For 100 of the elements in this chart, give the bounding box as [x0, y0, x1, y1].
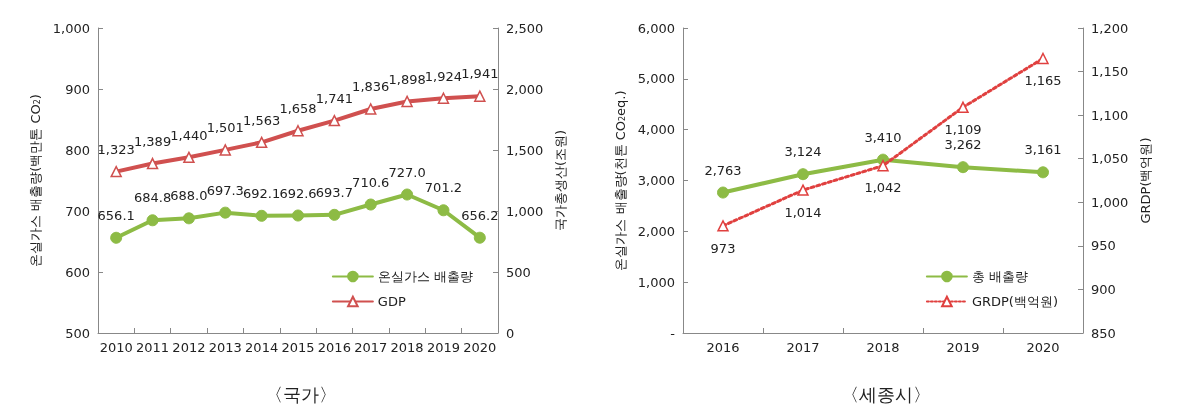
y2-tick-label: 500: [506, 264, 531, 280]
y2-tick-label: 1,100: [1091, 107, 1129, 123]
data-label: 2,763: [704, 162, 742, 178]
y2-tick-label: 950: [1091, 238, 1116, 254]
legend-label: GRDP(백억원): [971, 294, 1059, 309]
data-label: 727.0: [388, 164, 426, 180]
y2-tick-label: 2,500: [506, 20, 544, 36]
data-label: 656.1: [97, 207, 135, 223]
y-tick-label: 900: [65, 81, 90, 97]
x-tick-label: 2012: [172, 340, 206, 355]
data-label: 1,898: [388, 71, 426, 87]
y2-tick-label: 1,000: [1091, 194, 1129, 210]
data-label: 1,440: [170, 127, 208, 143]
data-label: 692.1: [243, 185, 281, 201]
point: [146, 214, 159, 227]
y-tick-label: 700: [65, 203, 90, 219]
point: [717, 220, 729, 232]
data-label: 1,924: [424, 68, 463, 84]
point: [957, 101, 969, 114]
point: [255, 136, 268, 149]
y-axis-title: 온실가스 배출량(백만톤 CO2): [27, 94, 43, 267]
data-label: 3,124: [784, 144, 822, 160]
point: [183, 151, 195, 164]
x-tick-label: 2017: [354, 340, 388, 355]
point: [473, 231, 486, 244]
text: 〈국가〉: [264, 383, 337, 405]
point: [1037, 52, 1049, 65]
data-label: 1,501: [206, 120, 244, 136]
y2-tick-label: 1,200: [1091, 20, 1129, 36]
point: [1037, 166, 1049, 179]
data-label: 1,741: [315, 90, 353, 106]
point: [328, 208, 341, 221]
data-label: 1,836: [352, 79, 390, 95]
point: [364, 198, 377, 211]
x-tick-label: 2016: [706, 340, 740, 355]
data-label: 684.8: [133, 190, 172, 206]
y2-tick-label: 1,500: [506, 142, 544, 158]
point: [328, 114, 341, 127]
y2-tick-label: 0: [506, 325, 515, 341]
text: 〈세종시〉: [840, 383, 931, 405]
y-tick-label: 6,000: [637, 20, 675, 36]
data-label: 1,658: [279, 100, 317, 116]
point: [110, 165, 122, 178]
point: [219, 206, 232, 219]
data-label: 3,262: [944, 137, 982, 153]
x-tick-label: 2018: [390, 340, 424, 355]
y2-tick-label: 1,000: [506, 203, 544, 219]
x-tick-label: 2015: [281, 340, 315, 355]
data-label: 1,042: [864, 180, 902, 196]
y-tick-label: 4,000: [637, 122, 675, 138]
y-tick-label: 500: [65, 325, 90, 341]
y2-tick-label: 900: [1091, 281, 1116, 297]
x-tick-label: 2016: [317, 340, 351, 355]
point: [182, 212, 195, 225]
data-label: 656.2: [461, 207, 499, 223]
y-tick-label: 800: [65, 142, 90, 158]
x-tick-label: 2020: [463, 340, 497, 355]
data-label: 1,563: [243, 112, 281, 128]
point: [957, 161, 969, 174]
x-tick-label: 2020: [1026, 340, 1060, 355]
point: [474, 90, 486, 102]
x-tick-label: 2014: [245, 340, 279, 355]
y-tick-label: 3,000: [637, 173, 675, 188]
y2-tick-label: 2,000: [506, 81, 544, 97]
y2-tick-label: 1,150: [1091, 64, 1129, 80]
data-label: 1,323: [97, 141, 135, 157]
legend-label: 온실가스 배출량: [377, 269, 474, 284]
data-label: 3,410: [864, 129, 902, 145]
point: [110, 231, 123, 244]
y-tick-label: 2,000: [637, 223, 675, 239]
x-tick-label: 2013: [208, 340, 242, 355]
y2-axis-title: GRDP(백억원): [1138, 137, 1154, 224]
y-tick-label: 1,000: [52, 20, 90, 36]
point: [437, 92, 450, 105]
data-label: 1,389: [133, 133, 172, 149]
legend-label: 총 배출량: [971, 269, 1029, 284]
data-label: 710.6: [352, 174, 390, 190]
point: [146, 157, 159, 170]
y-tick-label: 600: [65, 264, 90, 280]
point: [437, 204, 450, 217]
data-label: 973: [710, 240, 736, 256]
y-tick-label: 1,000: [637, 274, 675, 290]
data-label: 3,161: [1024, 142, 1062, 158]
point: [292, 124, 304, 137]
x-tick-label: 2017: [786, 340, 820, 355]
point: [401, 188, 414, 201]
data-label: 701.2: [424, 180, 463, 196]
point: [292, 209, 304, 222]
data-label: 688.0: [170, 188, 208, 204]
x-tick-label: 2019: [946, 340, 980, 355]
y2-tick-label: 850: [1091, 325, 1116, 341]
y-tick-label: -: [670, 325, 676, 341]
point: [877, 159, 889, 172]
x-tick-label: 2018: [866, 340, 900, 355]
point: [219, 144, 232, 156]
y2-axis-title: 국가총생산(조원): [553, 129, 569, 232]
y-tick-label: 5,000: [637, 71, 675, 87]
point: [717, 186, 729, 199]
data-label: 1,165: [1024, 73, 1062, 89]
data-label: 1,941: [461, 66, 499, 82]
